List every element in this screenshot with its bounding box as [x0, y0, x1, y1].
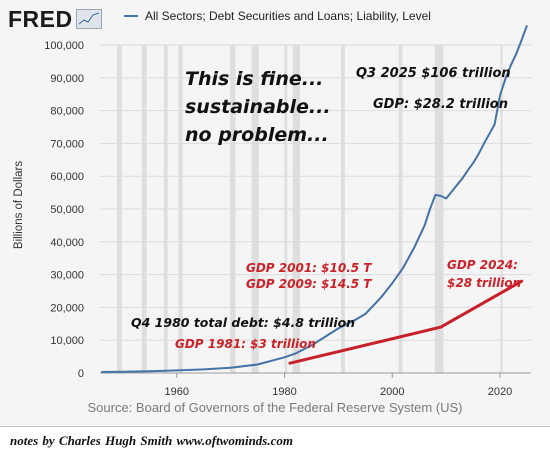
y-tick-label: 60,000: [50, 171, 84, 183]
y-tick-label: 70,000: [50, 138, 84, 150]
chart-grid: [100, 44, 531, 374]
series-line-gdp: [288, 279, 524, 365]
annotation-q3-2025: Q3 2025 $106 trillion: [356, 66, 511, 81]
legend-label: All Sectors; Debt Securities and Loans; …: [145, 9, 431, 23]
annotation-headline-3: no problem...: [185, 124, 329, 146]
annotation-q4-1980: Q4 1980 total debt: $4.8 trillion: [131, 315, 355, 330]
author-notes: notes by Charles Hugh Smith www.oftwomin…: [10, 433, 293, 448]
annotation-gdp-2001: GDP 2001: $10.5 T: [246, 261, 372, 275]
series-line-total-debt: [101, 24, 528, 373]
annotation-gdp-latest: GDP: $28.2 trillion: [373, 97, 508, 112]
x-tick-label: 2000: [380, 386, 404, 398]
annotation-headline-2: sustainable...: [185, 96, 331, 118]
chart-source: Source: Board of Governors of the Federa…: [87, 400, 463, 415]
fred-line-icon: [75, 9, 102, 29]
y-tick-label: 50,000: [50, 204, 84, 216]
annotation-headline-1: This is fine...: [185, 68, 323, 90]
y-tick-label: 90,000: [50, 73, 84, 85]
x-tick-label: 1980: [272, 386, 296, 398]
y-axis-label: Billions of Dollars: [13, 161, 25, 249]
logo-text: FRED: [8, 5, 73, 32]
y-tick-label: 40,000: [50, 237, 84, 249]
annotation-gdp-1981: GDP 1981: $3 trillion: [175, 337, 316, 351]
x-tick-label: 2020: [488, 386, 512, 398]
chart-svg: 0 10,000 20,000 30,000 40,000 50,000 60,000 70,…: [13, 24, 531, 398]
legend-swatch: [124, 15, 138, 17]
fred-logo[interactable]: FRED: [8, 6, 102, 32]
y-axis-ticks: 0 10,000 20,000 30,000 40,000 50,000 60,000 70,…: [44, 40, 84, 380]
annotation-gdp-2009: GDP 2009: $14.5 T: [246, 277, 372, 291]
x-tick-label: 1960: [165, 386, 189, 398]
y-tick-label: 0: [78, 368, 84, 380]
y-tick-label: 80,000: [50, 106, 84, 118]
annotation-gdp-2024-label: GDP 2024:: [447, 258, 518, 272]
chart-legend: All Sectors; Debt Securities and Loans; …: [124, 9, 431, 23]
y-tick-label: 30,000: [50, 270, 84, 282]
y-tick-label: 10,000: [50, 335, 84, 347]
y-tick-label: 20,000: [50, 302, 84, 314]
x-axis-ticks: 1960 1980 2000 2020: [165, 373, 512, 398]
y-tick-label: 100,000: [44, 40, 84, 52]
chart-frame: FRED All Sectors; Debt Securities and Lo…: [0, 5, 550, 427]
annotation-gdp-2024-value: $28 trillion: [447, 276, 521, 290]
